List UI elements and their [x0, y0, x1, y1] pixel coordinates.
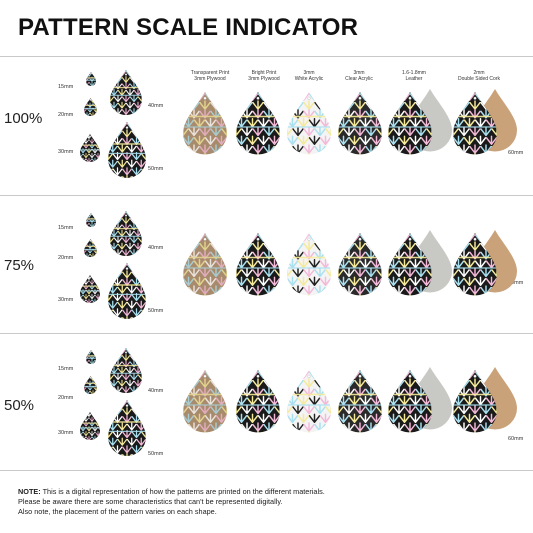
material-header-cork: 2mm Double Sided Cork — [458, 70, 500, 82]
swatch-leather — [388, 370, 432, 433]
material-header-plywood-bright: Bright Print 3mm Plywood — [248, 70, 280, 82]
sample-15mm — [86, 350, 96, 364]
note-line: Please be aware there are some character… — [18, 497, 283, 506]
scale-label-100: 100% — [4, 110, 43, 127]
sample-30mm — [80, 134, 100, 162]
swatch-white-acrylic — [287, 370, 331, 433]
size-label-60mm: 60mm — [508, 150, 524, 156]
swatch-cork — [453, 370, 497, 433]
size-label-30mm: 30mm — [58, 297, 74, 303]
sample-30mm — [80, 412, 100, 440]
sample-40mm — [110, 348, 142, 393]
sample-30mm — [80, 275, 100, 303]
sample-50mm — [108, 122, 146, 178]
material-header-white-acrylic: 3mm White Acrylic — [294, 70, 324, 82]
note-line: Also note, the placement of the pattern … — [18, 507, 217, 516]
size-label-20mm: 20mm — [58, 395, 74, 401]
swatch-clear-acrylic — [338, 92, 382, 155]
swatch-clear-acrylic — [338, 370, 382, 433]
divider — [0, 470, 533, 471]
size-label-20mm: 20mm — [58, 255, 74, 261]
swatch-white-acrylic — [287, 92, 331, 155]
size-label-40mm: 40mm — [148, 245, 164, 251]
sample-20mm — [84, 98, 97, 116]
divider — [0, 333, 533, 334]
swatch-plywood-bright — [236, 92, 280, 155]
divider — [0, 195, 533, 196]
swatch-leather — [388, 92, 432, 155]
page-title: PATTERN SCALE INDICATOR — [18, 14, 359, 41]
size-label-50mm: 50mm — [148, 451, 164, 457]
material-header-clear-acrylic: 3mm Clear Acrylic — [345, 70, 373, 82]
swatch-plywood-bright — [236, 370, 280, 433]
size-label-60mm: 60mm — [508, 280, 524, 286]
sample-40mm — [110, 211, 142, 256]
size-label-15mm: 15mm — [58, 366, 74, 372]
size-label-30mm: 30mm — [58, 149, 74, 155]
note-line: This is a digital representation of how … — [40, 487, 325, 496]
scale-label-50: 50% — [4, 397, 35, 414]
note-label: NOTE: — [18, 487, 41, 496]
note: NOTE: This is a digital representation o… — [18, 487, 518, 517]
size-label-50mm: 50mm — [148, 166, 164, 172]
swatch-cork — [453, 233, 497, 296]
size-label-15mm: 15mm — [58, 225, 74, 231]
sample-40mm — [110, 70, 142, 115]
swatch-plywood-bright — [236, 233, 280, 296]
sample-15mm — [86, 213, 96, 227]
swatch-plywood-transparent — [183, 233, 227, 296]
divider — [0, 56, 533, 57]
size-label-50mm: 50mm — [148, 308, 164, 314]
swatch-plywood-transparent — [183, 370, 227, 433]
sample-15mm — [86, 72, 96, 86]
size-label-20mm: 20mm — [58, 112, 74, 118]
swatch-white-acrylic — [287, 233, 331, 296]
scale-label-75: 75% — [4, 257, 35, 274]
material-header-plywood-transparent: Transparent Print 3mm Plywood — [190, 70, 230, 82]
size-label-60mm: 60mm — [508, 436, 524, 442]
size-label-30mm: 30mm — [58, 430, 74, 436]
size-label-40mm: 40mm — [148, 388, 164, 394]
size-label-15mm: 15mm — [58, 84, 74, 90]
sample-50mm — [108, 400, 146, 456]
swatch-clear-acrylic — [338, 233, 382, 296]
swatch-plywood-transparent — [183, 92, 227, 155]
swatch-leather — [388, 233, 432, 296]
size-label-40mm: 40mm — [148, 103, 164, 109]
sample-20mm — [84, 376, 97, 394]
sample-20mm — [84, 239, 97, 257]
swatch-cork — [453, 92, 497, 155]
sample-50mm — [108, 263, 146, 319]
material-header-leather: 1.6-1.8mm Leather — [402, 70, 426, 82]
